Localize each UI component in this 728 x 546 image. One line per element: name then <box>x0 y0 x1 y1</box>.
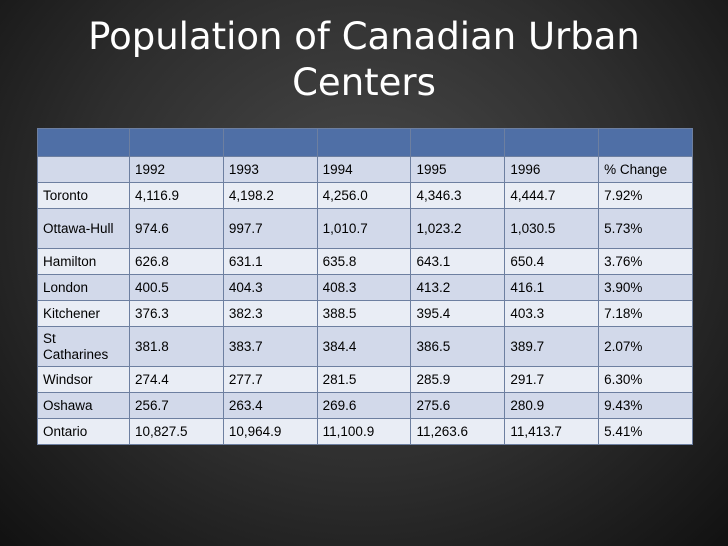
value-cell: 274.4 <box>129 366 224 393</box>
value-cell: 10,964.9 <box>222 418 318 445</box>
city-cell: St Catharines <box>37 326 130 367</box>
column-header <box>37 156 130 183</box>
population-table: 1992 1993 1994 1995 1996 % Change Toront… <box>37 128 693 445</box>
header-band-cell <box>37 128 130 157</box>
table-row: Hamilton 626.8 631.1 635.8 643.1 650.4 3… <box>37 248 693 275</box>
header-band-cell <box>504 128 600 157</box>
value-cell: 650.4 <box>504 248 600 275</box>
value-cell: 376.3 <box>129 300 224 327</box>
value-cell: 1,030.5 <box>504 208 600 249</box>
value-cell: 631.1 <box>222 248 318 275</box>
header-band-cell <box>129 128 224 157</box>
value-cell: 404.3 <box>222 274 318 301</box>
column-header: 1996 <box>504 156 600 183</box>
change-cell: 2.07% <box>598 326 693 367</box>
value-cell: 11,100.9 <box>316 418 412 445</box>
change-cell: 9.43% <box>598 392 693 419</box>
table-row: Windsor 274.4 277.7 281.5 285.9 291.7 6.… <box>37 366 693 393</box>
value-cell: 384.4 <box>316 326 412 367</box>
value-cell: 395.4 <box>410 300 506 327</box>
city-cell: London <box>37 274 130 301</box>
value-cell: 4,198.2 <box>222 182 318 209</box>
table-row: Oshawa 256.7 263.4 269.6 275.6 280.9 9.4… <box>37 392 693 419</box>
value-cell: 263.4 <box>222 392 318 419</box>
header-band-cell <box>410 128 506 157</box>
value-cell: 4,444.7 <box>504 182 600 209</box>
value-cell: 280.9 <box>504 392 600 419</box>
value-cell: 256.7 <box>129 392 224 419</box>
header-band-cell <box>316 128 412 157</box>
value-cell: 4,256.0 <box>316 182 412 209</box>
value-cell: 381.8 <box>129 326 224 367</box>
city-cell: Toronto <box>37 182 130 209</box>
value-cell: 382.3 <box>222 300 318 327</box>
column-header: 1995 <box>410 156 506 183</box>
value-cell: 291.7 <box>504 366 600 393</box>
city-cell: Ottawa-Hull <box>37 208 130 249</box>
change-cell: 7.92% <box>598 182 693 209</box>
value-cell: 1,010.7 <box>316 208 412 249</box>
change-cell: 5.73% <box>598 208 693 249</box>
table-row: St Catharines 381.8 383.7 384.4 386.5 38… <box>37 326 693 367</box>
value-cell: 389.7 <box>504 326 600 367</box>
column-header: 1992 <box>129 156 224 183</box>
value-cell: 285.9 <box>410 366 506 393</box>
slide-title: Population of Canadian Urban Centers <box>88 15 640 104</box>
column-header-row: 1992 1993 1994 1995 1996 % Change <box>37 156 693 183</box>
value-cell: 388.5 <box>316 300 412 327</box>
value-cell: 643.1 <box>410 248 506 275</box>
value-cell: 408.3 <box>316 274 412 301</box>
change-cell: 5.41% <box>598 418 693 445</box>
change-cell: 3.90% <box>598 274 693 301</box>
column-header: 1994 <box>316 156 412 183</box>
value-cell: 383.7 <box>222 326 318 367</box>
table-row: Toronto 4,116.9 4,198.2 4,256.0 4,346.3 … <box>37 182 693 209</box>
value-cell: 275.6 <box>410 392 506 419</box>
value-cell: 416.1 <box>504 274 600 301</box>
value-cell: 413.2 <box>410 274 506 301</box>
value-cell: 11,413.7 <box>504 418 600 445</box>
value-cell: 269.6 <box>316 392 412 419</box>
city-cell: Windsor <box>37 366 130 393</box>
value-cell: 974.6 <box>129 208 224 249</box>
table-row: Kitchener 376.3 382.3 388.5 395.4 403.3 … <box>37 300 693 327</box>
value-cell: 626.8 <box>129 248 224 275</box>
value-cell: 1,023.2 <box>410 208 506 249</box>
value-cell: 403.3 <box>504 300 600 327</box>
value-cell: 10,827.5 <box>129 418 224 445</box>
value-cell: 281.5 <box>316 366 412 393</box>
value-cell: 277.7 <box>222 366 318 393</box>
value-cell: 11,263.6 <box>410 418 506 445</box>
change-cell: 6.30% <box>598 366 693 393</box>
value-cell: 400.5 <box>129 274 224 301</box>
value-cell: 635.8 <box>316 248 412 275</box>
table-row: Ottawa-Hull 974.6 997.7 1,010.7 1,023.2 … <box>37 208 693 249</box>
header-band-cell <box>222 128 318 157</box>
table-row: Ontario 10,827.5 10,964.9 11,100.9 11,26… <box>37 418 693 445</box>
value-cell: 997.7 <box>222 208 318 249</box>
city-cell: Oshawa <box>37 392 130 419</box>
value-cell: 386.5 <box>410 326 506 367</box>
city-cell: Hamilton <box>37 248 130 275</box>
value-cell: 4,116.9 <box>129 182 224 209</box>
city-cell: Kitchener <box>37 300 130 327</box>
header-band-cell <box>598 128 693 157</box>
table-header-band <box>37 128 693 157</box>
value-cell: 4,346.3 <box>410 182 506 209</box>
column-header: % Change <box>598 156 693 183</box>
change-cell: 3.76% <box>598 248 693 275</box>
city-cell: Ontario <box>37 418 130 445</box>
change-cell: 7.18% <box>598 300 693 327</box>
table-row: London 400.5 404.3 408.3 413.2 416.1 3.9… <box>37 274 693 301</box>
column-header: 1993 <box>222 156 318 183</box>
